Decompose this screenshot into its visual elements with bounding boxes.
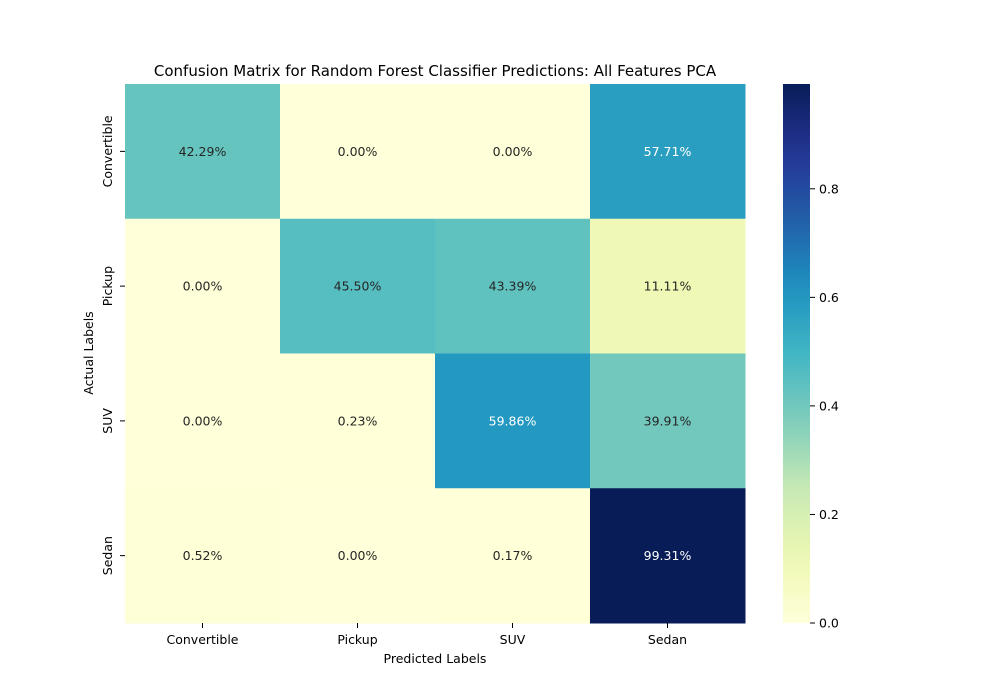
colorbar-tick-label: 0.4 <box>819 398 839 413</box>
cell-value-label: 0.52% <box>183 548 223 563</box>
x-tick-label: Pickup <box>337 632 377 647</box>
heatmap-cell <box>590 488 746 624</box>
heatmap-cell <box>590 84 746 220</box>
x-tick-label: SUV <box>500 632 526 647</box>
colorbar <box>783 84 810 623</box>
heatmap-cell <box>280 218 436 354</box>
y-tick-label: Pickup <box>100 266 115 306</box>
cell-value-label: 0.00% <box>338 144 378 159</box>
heatmap-cell <box>280 488 436 624</box>
heatmap-cell <box>590 353 746 489</box>
cell-value-label: 11.11% <box>644 279 692 294</box>
heatmap-cell <box>125 218 281 354</box>
chart-title: Confusion Matrix for Random Forest Class… <box>154 62 717 80</box>
heatmap-cell <box>590 218 746 354</box>
x-tick-label: Convertible <box>167 632 239 647</box>
cell-value-label: 42.29% <box>179 144 227 159</box>
y-axis-label: Actual Labels <box>81 311 96 394</box>
y-axis-ticks: Convertible Pickup SUV Sedan <box>100 115 125 575</box>
cell-value-label: 0.00% <box>493 144 533 159</box>
heatmap-cell <box>125 488 281 624</box>
cell-value-label: 0.00% <box>183 413 223 428</box>
x-axis-label: Predicted Labels <box>384 651 487 666</box>
heatmap-cell <box>280 353 436 489</box>
colorbar-tick-label: 0.8 <box>819 181 839 196</box>
heatmap-cell <box>435 488 591 624</box>
x-axis-ticks: Convertible Pickup SUV Sedan <box>167 623 687 647</box>
cell-value-label: 39.91% <box>644 413 692 428</box>
y-tick-label: SUV <box>100 408 115 434</box>
heatmap-cells: 42.29% 0.00% 0.00% 57.71% 0.00% 45.50% 43.39% 1… <box>125 84 746 624</box>
y-tick-label: Sedan <box>100 536 115 575</box>
colorbar-tick-label: 0.2 <box>819 507 839 522</box>
heatmap-cell <box>280 84 436 220</box>
heatmap-cell <box>125 84 281 220</box>
y-tick-label: Convertible <box>100 115 115 187</box>
heatmap-cell <box>435 353 591 489</box>
cell-value-label: 59.86% <box>489 413 537 428</box>
cell-value-label: 0.23% <box>338 413 378 428</box>
cell-value-label: 99.31% <box>644 548 692 563</box>
heatmap-cell <box>435 218 591 354</box>
x-tick-label: Sedan <box>648 632 687 647</box>
cell-value-label: 0.00% <box>183 279 223 294</box>
heatmap-cell <box>435 84 591 220</box>
cell-value-label: 45.50% <box>334 279 382 294</box>
colorbar-tick-label: 0.6 <box>819 290 839 305</box>
heatmap-cell <box>125 353 281 489</box>
cell-value-label: 0.00% <box>338 548 378 563</box>
cell-value-label: 57.71% <box>644 144 692 159</box>
cell-value-label: 43.39% <box>489 279 537 294</box>
colorbar-tick-label: 0.0 <box>819 616 839 631</box>
cell-value-label: 0.17% <box>493 548 533 563</box>
colorbar-ticks: 0.0 0.2 0.4 0.6 0.8 <box>810 181 839 631</box>
